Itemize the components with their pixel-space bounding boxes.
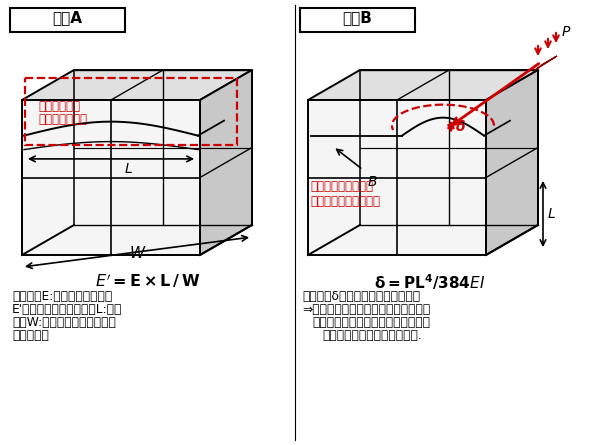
Polygon shape bbox=[308, 100, 486, 255]
Text: $\mathbf{\mathit{E'} = E \times L\,/\,W}$: $\mathbf{\mathit{E'} = E \times L\,/\,W}… bbox=[95, 272, 200, 290]
Polygon shape bbox=[486, 70, 538, 255]
Text: 的な挙動を表現: 的な挙動を表現 bbox=[38, 113, 87, 126]
Text: W: W bbox=[130, 246, 145, 261]
Polygon shape bbox=[22, 100, 200, 255]
Polygon shape bbox=[22, 70, 252, 100]
Text: ここに，δ：スパン中央のたわみ量: ここに，δ：スパン中央のたわみ量 bbox=[302, 290, 420, 303]
Text: B: B bbox=[368, 175, 377, 189]
Text: 開口部の平均: 開口部の平均 bbox=[38, 100, 80, 113]
Text: 上記のたわみ量と一致するように，: 上記のたわみ量と一致するように， bbox=[312, 316, 430, 329]
Polygon shape bbox=[200, 70, 252, 255]
Polygon shape bbox=[535, 56, 557, 70]
Text: 幅，W:開口部外側直近の中柱: 幅，W:開口部外側直近の中柱 bbox=[12, 316, 116, 329]
Text: 部中央の挙動を表現: 部中央の挙動を表現 bbox=[310, 180, 373, 193]
Text: $\mathbf{\delta = PL^4/384\mathit{EI}}$: $\mathbf{\delta = PL^4/384\mathit{EI}}$ bbox=[374, 272, 485, 292]
Text: 方法A: 方法A bbox=[52, 11, 82, 25]
Bar bbox=[10, 8, 125, 32]
Text: 両端固定条件での開口: 両端固定条件での開口 bbox=[310, 195, 380, 208]
Text: δ: δ bbox=[456, 120, 466, 134]
Text: ⇒フレーム計算で，開口部の縮み量が: ⇒フレーム計算で，開口部の縮み量が bbox=[302, 303, 430, 316]
Text: 開口部の弾性係数を決定する.: 開口部の弾性係数を決定する. bbox=[322, 329, 422, 342]
Text: P: P bbox=[562, 25, 571, 39]
Text: ここに，E:躯体の弾性係数，: ここに，E:躯体の弾性係数， bbox=[12, 290, 112, 303]
Text: L: L bbox=[125, 162, 133, 176]
Bar bbox=[25, 78, 237, 145]
Text: 方法B: 方法B bbox=[342, 11, 372, 25]
Text: 同士の間隔: 同士の間隔 bbox=[12, 329, 49, 342]
Polygon shape bbox=[308, 70, 538, 100]
Bar bbox=[300, 8, 415, 32]
Text: E'：仮想梁の弾性係数，L:開口: E'：仮想梁の弾性係数，L:開口 bbox=[12, 303, 122, 316]
Text: L: L bbox=[548, 207, 556, 221]
